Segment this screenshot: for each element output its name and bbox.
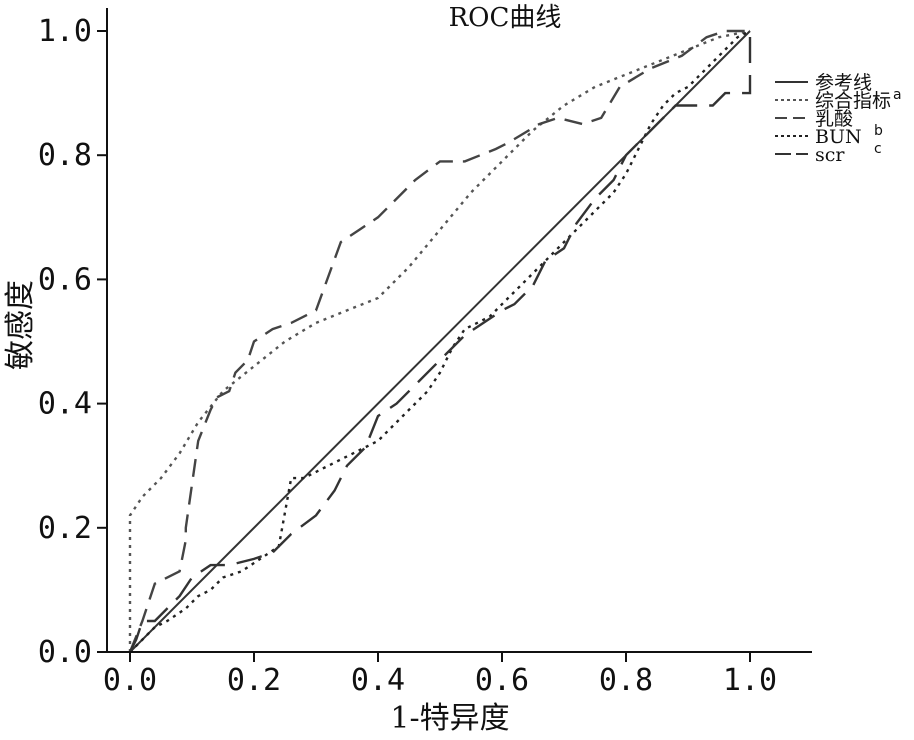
legend-superscript: a — [893, 87, 902, 103]
series-line-2 — [128, 29, 751, 652]
y-tick-label: 0.2 — [38, 511, 92, 546]
legend-superscript: b — [874, 123, 883, 139]
plot-lines — [128, 29, 752, 653]
y-axis-title: 敏感度 — [3, 280, 38, 370]
legend-label: 综合指标 — [815, 90, 891, 112]
chart-title: ROC曲线 — [449, 3, 562, 33]
y-tick-label: 0.0 — [38, 635, 92, 670]
x-tick-label: 1.0 — [723, 663, 777, 698]
legend-label: 参考线 — [815, 72, 872, 94]
x-tick-label: 0.4 — [351, 663, 405, 698]
x-tick-label: 0.0 — [103, 663, 157, 698]
legend-label: BUN — [815, 126, 862, 148]
y-tick-label: 0.4 — [38, 387, 92, 422]
y-tick-label: 1.0 — [38, 14, 92, 49]
legend-label: scr — [815, 144, 845, 166]
y-tick-label: 0.8 — [38, 138, 92, 173]
legend-superscript: c — [874, 141, 882, 157]
y-tick-label: 0.6 — [38, 262, 92, 297]
series-line-5 — [128, 31, 752, 653]
x-tick-label: 0.8 — [599, 663, 653, 698]
x-ticks: 0.0 0.2 0.4 0.6 0.8 1.0 — [103, 652, 777, 698]
x-tick-label: 0.2 — [227, 663, 281, 698]
y-ticks: 0.0 0.2 0.4 0.6 0.8 1.0 — [38, 14, 107, 670]
x-tick-label: 0.6 — [475, 663, 529, 698]
legend-label: 乳酸 — [815, 108, 853, 130]
axes — [106, 8, 812, 653]
x-axis-title: 1-特异度 — [390, 701, 509, 735]
